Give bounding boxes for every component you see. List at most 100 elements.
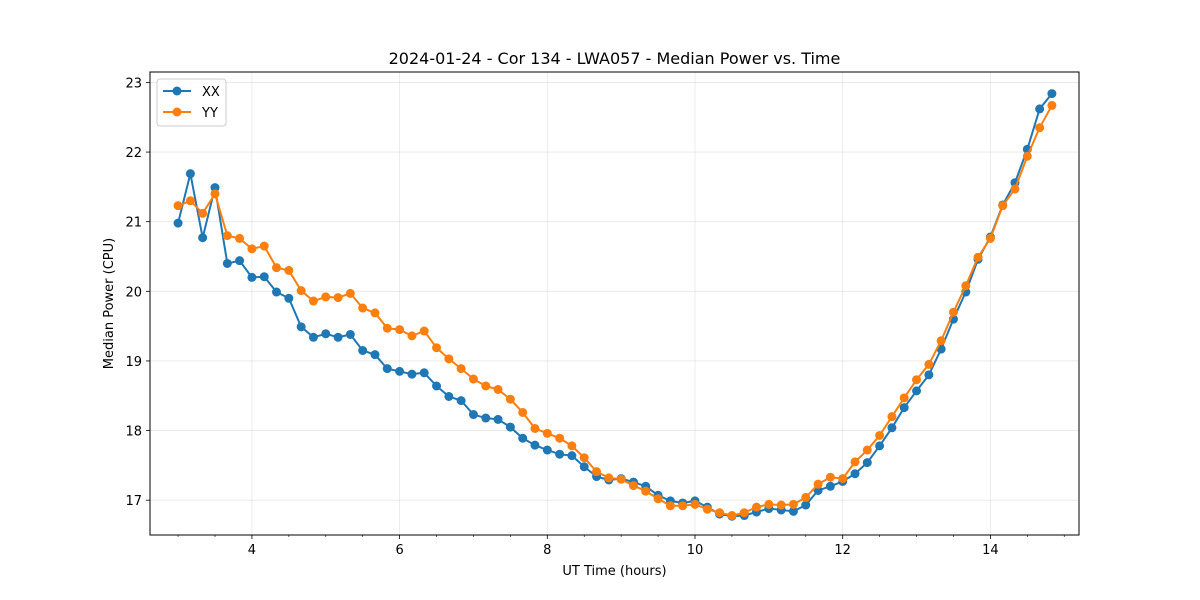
series-yy-point: [912, 375, 922, 385]
x-tick-label: 4: [248, 543, 256, 558]
series-xx-point: [210, 183, 220, 193]
series-yy-point: [825, 472, 835, 482]
series-yy-point: [628, 481, 638, 491]
series-xx-point: [875, 441, 885, 451]
series-yy-point: [395, 325, 405, 335]
series-yy-point: [875, 430, 885, 440]
series-yy-point: [370, 308, 380, 318]
series-yy-point: [764, 499, 774, 509]
series-yy-point: [518, 407, 528, 417]
x-tick-label: 6: [395, 543, 403, 558]
series-yy-point: [296, 286, 306, 296]
series-yy-point: [641, 486, 651, 496]
x-tick-label: 12: [834, 543, 851, 558]
series-yy-point: [407, 331, 417, 341]
series-yy-point: [1022, 151, 1032, 161]
x-tick-label: 8: [543, 543, 551, 558]
series-yy-point: [1047, 100, 1057, 110]
series-yy-point: [899, 393, 909, 403]
series-yy-point: [481, 381, 491, 391]
legend: XX YY: [156, 78, 227, 127]
series-xx-point: [924, 370, 934, 380]
series-xx-point: [530, 440, 540, 450]
y-tick-label: 23: [125, 76, 142, 91]
plot-area-frame: [149, 71, 1080, 536]
series-yy-point: [542, 428, 552, 438]
series-xx-point: [382, 364, 392, 374]
series-yy-point: [690, 499, 700, 509]
series-xx-point: [333, 332, 343, 342]
series-yy-point: [604, 473, 614, 483]
series-yy-point: [247, 244, 257, 254]
series-xx-point: [850, 469, 860, 479]
series-yy-point: [382, 323, 392, 333]
series-xx-point: [247, 272, 257, 282]
y-tick-label: 20: [125, 285, 142, 300]
series-xx-point: [321, 329, 331, 339]
series-xx-point: [432, 381, 442, 391]
series-yy-point: [776, 500, 786, 510]
legend-xx-label: XX: [202, 85, 220, 100]
series-yy-point: [198, 208, 208, 218]
series-yy-point: [985, 233, 995, 243]
series-yy-point: [321, 292, 331, 302]
series-yy-point: [850, 457, 860, 467]
series-xx-point: [468, 410, 478, 420]
series-xx-point: [185, 169, 195, 179]
series-xx-point: [272, 287, 281, 297]
series-yy-point: [444, 354, 454, 364]
series-xx-point: [284, 293, 294, 303]
series-yy-point: [505, 394, 515, 404]
series-yy-point: [345, 288, 355, 298]
series-xx-point: [481, 413, 491, 423]
series-yy-point: [432, 343, 442, 353]
series-xx-point: [370, 350, 380, 360]
series-xx-point: [222, 258, 232, 268]
series-xx-point: [395, 366, 405, 376]
series-yy-point: [419, 326, 429, 336]
series-xx-point: [813, 485, 823, 495]
series-yy-point: [308, 296, 318, 306]
series-xx-point: [1047, 89, 1057, 99]
series-yy-point: [752, 502, 762, 512]
legend-yy-marker: [172, 107, 182, 117]
chart-title: 2024-01-24 - Cor 134 - LWA057 - Median P…: [389, 49, 841, 68]
series-xx-point: [1035, 104, 1045, 114]
series-yy-point: [739, 508, 749, 518]
series-xx-point: [198, 233, 208, 243]
series-yy-point: [456, 364, 466, 374]
axes: 4 6 8 10 12 14 17 18 19 20 21 22 23: [125, 76, 1065, 558]
y-tick-label: 18: [125, 425, 142, 440]
series-yy-point: [333, 293, 343, 303]
series-xx-point: [542, 445, 552, 455]
series-xx-point: [407, 369, 417, 379]
series-xx-point: [887, 423, 897, 433]
series-yy-point: [973, 252, 983, 262]
series-yy-point: [555, 433, 565, 443]
series-yy-point: [665, 501, 675, 511]
series-yy-point: [222, 231, 232, 241]
series-xx-point: [505, 422, 515, 432]
series-xx-point: [296, 322, 306, 332]
series-yy-point: [567, 441, 577, 451]
series-yy-point: [998, 201, 1008, 211]
series-yy-point: [284, 265, 294, 275]
series-yy-point: [579, 453, 589, 463]
y-tick-label: 19: [125, 355, 142, 370]
grid: [150, 72, 1079, 535]
series-yy-point: [961, 281, 971, 291]
legend-yy-label: YY: [201, 106, 218, 121]
x-tick-label: 10: [687, 543, 704, 558]
series-xx-point: [493, 414, 503, 424]
series-xx-point: [308, 332, 318, 342]
series-yy-point: [948, 307, 958, 317]
series-yy-point: [1010, 184, 1020, 194]
series-xx-point: [555, 449, 565, 459]
series-yy-point: [616, 474, 626, 484]
series-yy-point: [173, 201, 183, 211]
x-tick-label: 14: [982, 543, 999, 558]
series-xx-point: [801, 500, 811, 510]
series-yy-point: [727, 511, 737, 521]
series-xx-point: [358, 346, 368, 355]
